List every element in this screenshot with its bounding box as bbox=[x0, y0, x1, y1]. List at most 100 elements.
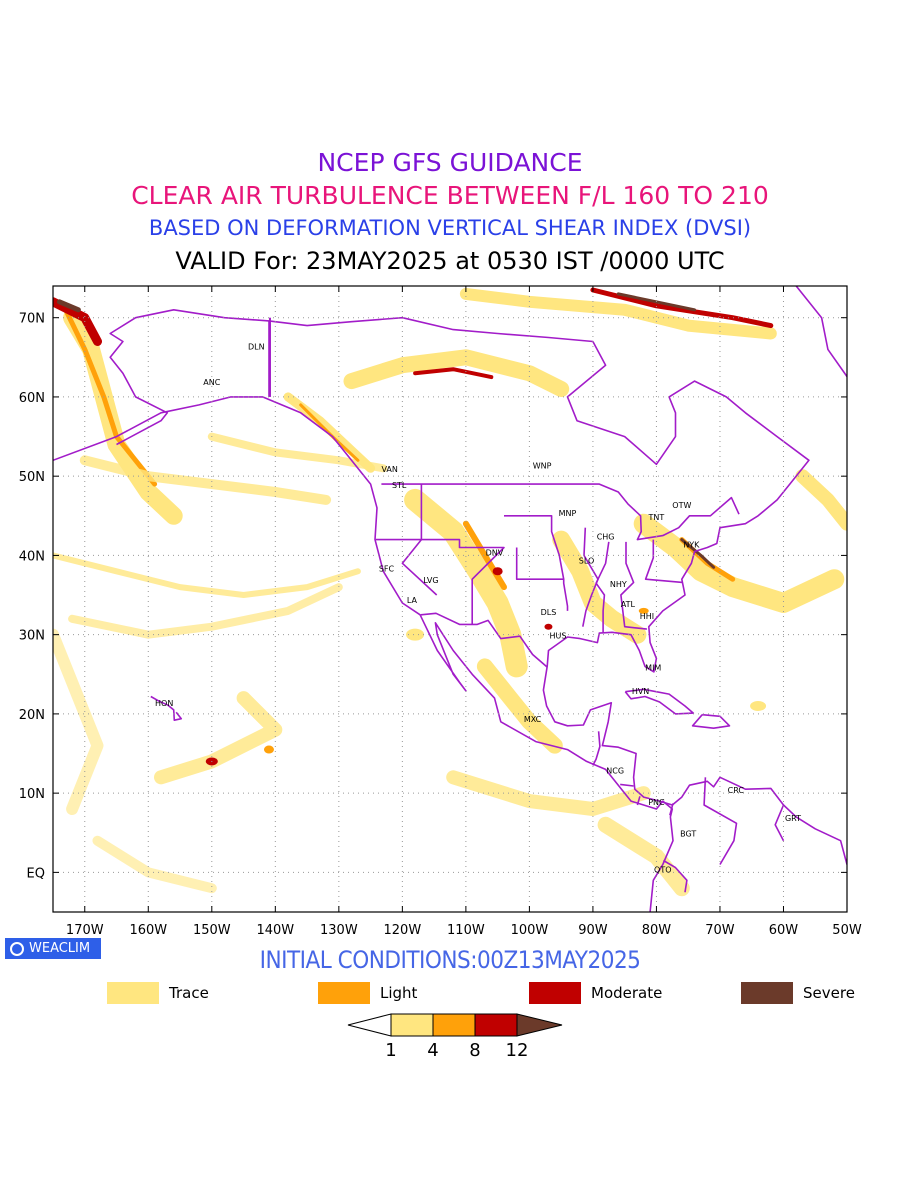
political-border bbox=[644, 539, 683, 584]
city-label: HHI bbox=[640, 612, 654, 621]
city-label: CHG bbox=[597, 533, 615, 542]
legend-label-trace: Trace bbox=[169, 984, 209, 1002]
colorbar-tick-label: 1 bbox=[385, 1040, 396, 1061]
lon-label: 110W bbox=[447, 923, 485, 938]
lat-label: 70N bbox=[19, 312, 45, 327]
city-label: HUS bbox=[550, 632, 567, 641]
city-label: DLN bbox=[248, 342, 265, 351]
political-border bbox=[401, 484, 438, 596]
turb-trace-spot bbox=[406, 628, 425, 641]
city-label: HON bbox=[155, 699, 173, 708]
lon-label: 70W bbox=[705, 923, 735, 938]
title-line-3: BASED ON DEFORMATION VERTICAL SHEAR INDE… bbox=[148, 216, 752, 240]
city-label: VAN bbox=[381, 465, 397, 474]
city-label: QTO bbox=[654, 865, 671, 874]
lat-label: 40N bbox=[19, 549, 45, 564]
lat-label: 20N bbox=[19, 708, 45, 723]
lon-label: 170W bbox=[66, 923, 104, 938]
political-border bbox=[504, 515, 569, 611]
turb-trace-band bbox=[53, 628, 104, 815]
city-label: LVG bbox=[423, 576, 438, 585]
colorbar-tick-label: 12 bbox=[506, 1040, 529, 1061]
city-label: SFC bbox=[379, 564, 395, 573]
logo-ring-icon bbox=[10, 941, 24, 956]
lat-label: 60N bbox=[19, 391, 45, 406]
political-border bbox=[420, 612, 548, 668]
colorbar-segment bbox=[390, 1013, 434, 1037]
turb-trace-band bbox=[633, 513, 845, 613]
political-border bbox=[662, 859, 688, 893]
turb-moderate-band bbox=[413, 367, 494, 380]
turb-trace-band bbox=[79, 455, 332, 505]
turb-trace-band bbox=[795, 469, 847, 531]
weaclim-logo: WEACLIM bbox=[5, 938, 101, 959]
city-label: LA bbox=[407, 596, 418, 605]
political-border bbox=[703, 777, 738, 865]
lon-label: 120W bbox=[384, 923, 422, 938]
colorbar: 1 4 8 12 bbox=[347, 1013, 563, 1061]
legend-label-moderate: Moderate bbox=[591, 984, 663, 1002]
political-border bbox=[375, 538, 505, 625]
legend-swatch-light bbox=[318, 982, 370, 1004]
city-label: TNT bbox=[648, 513, 665, 522]
city-labels: DLN ANC VAN STL WNP MNP OTW TNT CHG NYK DNV SLO SFC L… bbox=[155, 342, 801, 874]
lon-label: 50W bbox=[832, 923, 862, 938]
lat-label: 50N bbox=[19, 470, 45, 485]
city-label: PNC bbox=[648, 798, 665, 807]
turb-light-spot bbox=[263, 745, 274, 754]
coastline bbox=[53, 396, 674, 912]
map-axes: 70N 60N 50N 40N 30N 20N 10N EQ 170W 160W 150W 140W 1… bbox=[19, 286, 862, 938]
city-label: MXC bbox=[524, 715, 542, 724]
turbulence-shading bbox=[53, 287, 847, 897]
legend-moderate: Moderate bbox=[529, 982, 662, 1004]
turb-trace-band bbox=[552, 530, 647, 644]
lon-label: 90W bbox=[578, 923, 608, 938]
colorbar-segment bbox=[474, 1013, 518, 1037]
city-label: BGT bbox=[680, 830, 696, 839]
lon-label: 100W bbox=[511, 923, 549, 938]
political-border bbox=[592, 731, 601, 766]
city-label: STL bbox=[392, 481, 407, 490]
turb-trace-band bbox=[343, 349, 570, 397]
colorbar-segment bbox=[432, 1013, 476, 1037]
logo-text: WEACLIM bbox=[29, 941, 91, 956]
legend-label-light: Light bbox=[380, 984, 418, 1002]
legend-severe: Severe bbox=[741, 982, 855, 1004]
coastline bbox=[150, 695, 183, 721]
lon-label: 60W bbox=[769, 923, 799, 938]
city-label: NCG bbox=[606, 766, 624, 775]
city-label: ANC bbox=[203, 378, 220, 387]
map-area: DLN ANC VAN STL WNP MNP OTW TNT CHG NYK DNV SLO SFC L… bbox=[53, 286, 847, 912]
legend-light: Light bbox=[318, 982, 417, 1004]
political-boundaries bbox=[53, 286, 847, 912]
legend-trace: Trace bbox=[107, 982, 209, 1004]
coastline bbox=[109, 309, 847, 865]
city-label: SLO bbox=[579, 556, 595, 565]
city-label: MIM bbox=[645, 663, 661, 672]
turb-trace-band bbox=[404, 488, 528, 678]
legend-swatch-severe bbox=[741, 982, 793, 1004]
city-label: DNV bbox=[486, 548, 504, 557]
city-label: DLS bbox=[541, 608, 557, 617]
city-label: NYK bbox=[683, 540, 700, 549]
colorbar-high-arrow bbox=[516, 1013, 563, 1037]
lat-label: 10N bbox=[19, 787, 45, 802]
lat-label: EQ bbox=[27, 866, 45, 881]
turb-light-spot bbox=[638, 607, 649, 614]
turb-light-band bbox=[462, 520, 507, 591]
turb-moderate-spot bbox=[544, 623, 553, 630]
lon-label: 160W bbox=[129, 923, 167, 938]
political-border bbox=[774, 804, 785, 842]
turb-severe-band bbox=[56, 299, 81, 313]
city-label: GRT bbox=[785, 814, 801, 823]
political-border bbox=[595, 541, 610, 633]
city-label: HVN bbox=[632, 687, 649, 696]
political-border bbox=[620, 783, 634, 787]
lat-label: 30N bbox=[19, 629, 45, 644]
legend-label-severe: Severe bbox=[803, 984, 855, 1002]
lon-label: 140W bbox=[256, 923, 294, 938]
turb-moderate-band bbox=[590, 287, 774, 329]
colorbar-low-arrow bbox=[347, 1013, 392, 1037]
turb-trace-spot bbox=[750, 700, 767, 711]
